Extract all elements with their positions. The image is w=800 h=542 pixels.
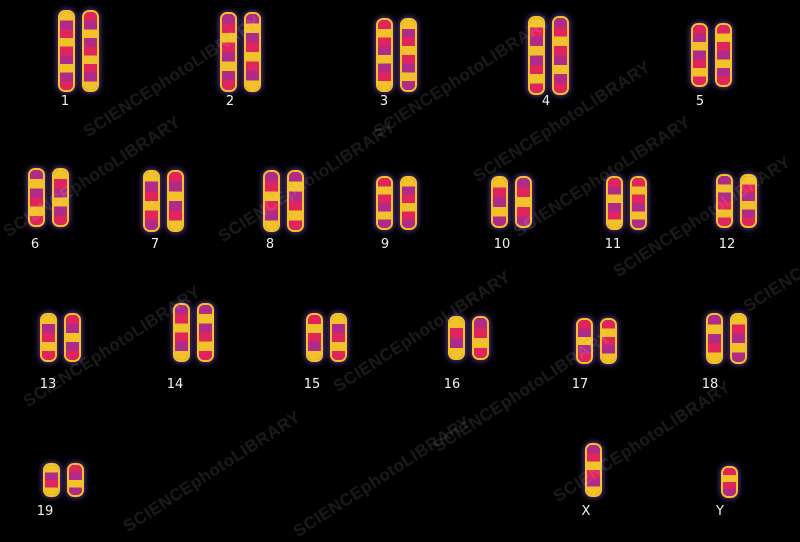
chromosome: [708, 315, 721, 362]
chromosome: [402, 20, 415, 90]
chromosome-label: 5: [695, 94, 705, 109]
chromosome-pair-11: [608, 178, 656, 228]
chromosome-label: 4: [541, 94, 551, 109]
chromosome: [587, 445, 600, 495]
chromosome-label: 17: [571, 377, 589, 392]
chromosome-label: 8: [265, 237, 275, 252]
chromosome-label: 9: [380, 237, 390, 252]
chromosome: [222, 14, 235, 90]
chromosome-label: X: [581, 504, 591, 519]
chromosome-label: 11: [604, 237, 622, 252]
chromosome-pair-18: [708, 315, 756, 362]
chromosome-pair-1: [60, 12, 108, 90]
chromosome-label: 13: [39, 377, 57, 392]
chromosome: [517, 178, 530, 226]
chromosome-label: 10: [493, 237, 511, 252]
chromosome-pair-13: [42, 315, 90, 360]
chromosome: [474, 318, 487, 358]
chromosome: [732, 315, 745, 362]
chromosome-pair-2: [222, 14, 270, 90]
chromosome: [30, 170, 43, 225]
chromosome: [308, 315, 321, 360]
chromosome: [69, 465, 82, 495]
chromosome-label: Y: [716, 504, 724, 519]
chromosome: [66, 315, 79, 360]
watermark-text: SCIENCEphotoLIBRARY: [550, 377, 735, 506]
chromosome: [608, 178, 621, 228]
chromosome: [450, 318, 463, 358]
chromosome-pair-9: [378, 178, 426, 228]
chromosome: [723, 468, 736, 496]
chromosome: [493, 178, 506, 226]
chromosome-pair-10: [493, 178, 541, 226]
chromosome: [84, 12, 97, 90]
chromosome-label: 3: [379, 94, 389, 109]
chromosome: [632, 178, 645, 228]
chromosome-pair-16: [450, 318, 498, 358]
chromosome-label: 16: [443, 377, 461, 392]
chromosome-pair-y: [723, 468, 741, 496]
chromosome-pair-14: [175, 305, 223, 360]
chromosome: [378, 20, 391, 90]
chromosome-pair-3: [378, 20, 426, 90]
chromosome-pair-8: [265, 172, 313, 230]
chromosome-label: 1: [60, 94, 70, 109]
chromosome: [54, 170, 67, 225]
chromosome: [175, 305, 188, 360]
chromosome-label: 6: [30, 237, 40, 252]
chromosome-label: 14: [166, 377, 184, 392]
chromosome: [60, 12, 73, 90]
chromosome: [265, 172, 278, 230]
chromosome-pair-x: [587, 445, 605, 495]
chromosome: [717, 25, 730, 85]
chromosome: [554, 18, 567, 93]
chromosome: [602, 320, 615, 362]
chromosome: [578, 320, 591, 362]
karyotype-image: 1 2 3 4 5 6 7 8 9 10 11 12 13 14 15 16 17 18 19 X Y SCIENCEp…: [0, 12, 800, 541]
chromosome: [289, 172, 302, 230]
chromosome: [378, 178, 391, 228]
chromosome: [693, 25, 706, 85]
chromosome-pair-5: [693, 25, 741, 85]
chromosome-pair-15: [308, 315, 356, 360]
chromosome: [199, 305, 212, 360]
chromosome: [718, 176, 731, 226]
chromosome-pair-7: [145, 172, 193, 230]
chromosome: [246, 14, 259, 90]
chromosome-pair-17: [578, 320, 626, 362]
chromosome: [742, 176, 755, 226]
chromosome-pair-4: [530, 18, 578, 93]
chromosome-label: 19: [36, 504, 54, 519]
watermark-text: SCIENCEphotoLIBRARY: [290, 412, 475, 541]
chromosome-label: 12: [718, 237, 736, 252]
chromosome-label: 15: [303, 377, 321, 392]
chromosome: [42, 315, 55, 360]
chromosome-pair-12: [718, 176, 766, 226]
chromosome: [402, 178, 415, 228]
chromosome: [332, 315, 345, 360]
chromosome-pair-19: [45, 465, 93, 495]
chromosome-label: 18: [701, 377, 719, 392]
chromosome: [145, 172, 158, 230]
chromosome: [45, 465, 58, 495]
chromosome-label: 7: [150, 237, 160, 252]
watermark-text: SCIENCEphotoLIBRARY: [120, 407, 305, 536]
chromosome-pair-6: [30, 170, 78, 225]
chromosome: [530, 18, 543, 93]
chromosome: [169, 172, 182, 230]
chromosome-label: 2: [225, 94, 235, 109]
